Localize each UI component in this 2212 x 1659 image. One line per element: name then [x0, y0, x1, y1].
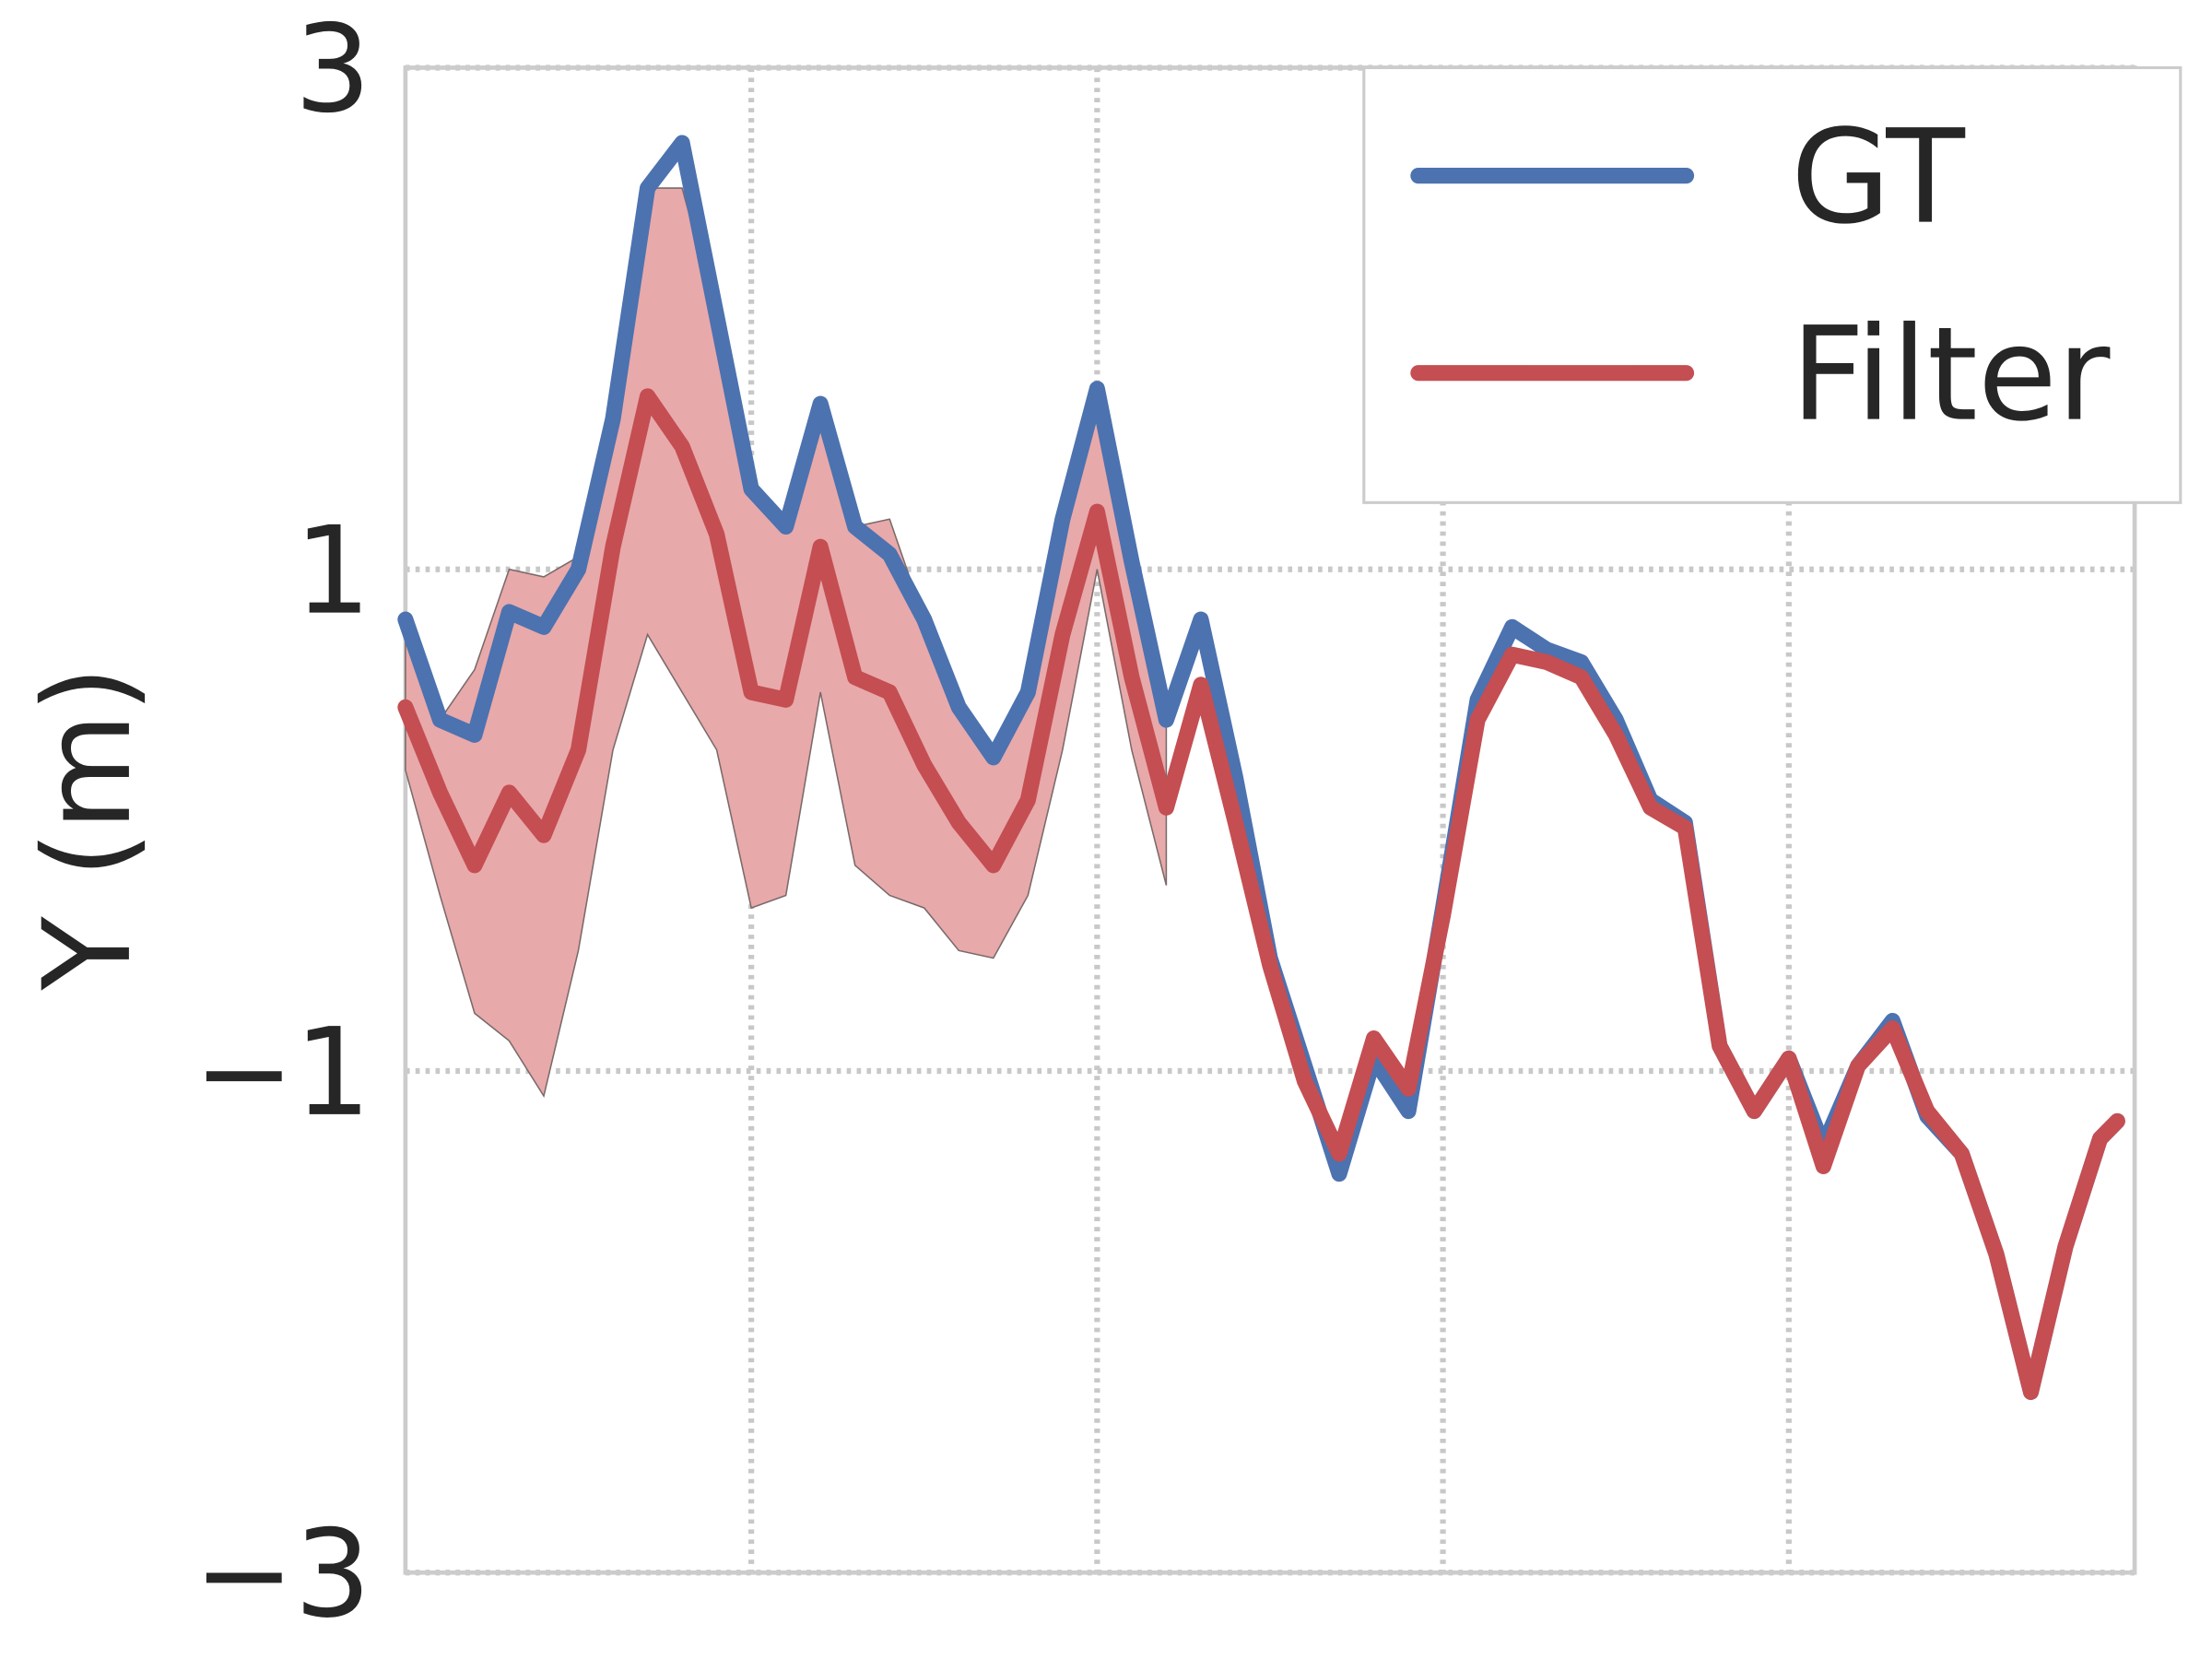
y-tick-label: 1 — [295, 500, 371, 641]
legend: GT Filter — [1362, 65, 2183, 504]
legend-label: Filter — [1791, 300, 2111, 450]
legend-box — [1362, 65, 2183, 504]
legend-label: GT — [1791, 102, 1966, 253]
y-axis-label: Y (m) — [17, 665, 158, 991]
y-tick-label: −3 — [194, 1503, 371, 1644]
confidence-band — [405, 187, 1168, 1099]
y-tick-label: 3 — [295, 0, 371, 139]
plot-frame — [403, 65, 2137, 1575]
y-tick-label: −1 — [194, 1002, 371, 1143]
series-line — [397, 388, 2125, 1400]
